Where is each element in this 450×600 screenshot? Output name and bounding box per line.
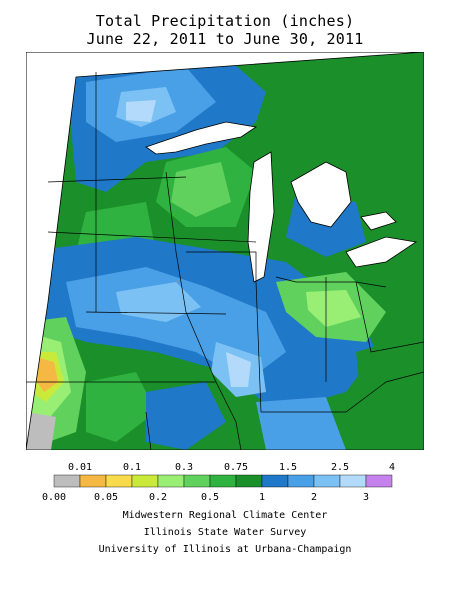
lake-superior xyxy=(145,121,258,155)
legend-upper-label: 0.3 xyxy=(175,462,193,473)
legend-swatch xyxy=(313,474,341,488)
legend-swatch xyxy=(131,474,159,488)
legend-upper-label: 2.5 xyxy=(331,462,349,473)
legend-lower-label: 3 xyxy=(363,492,369,502)
map-date-range: June 22, 2011 to June 30, 2011 xyxy=(86,30,364,48)
legend-lower-label: 2 xyxy=(311,492,317,502)
credit-isws: Illinois State Water Survey xyxy=(143,527,307,538)
legend-upper-label: 4 xyxy=(389,462,395,473)
legend-swatch xyxy=(209,474,237,488)
legend-swatch xyxy=(53,474,81,488)
lake-ontario xyxy=(360,211,397,231)
lake-huron xyxy=(290,161,352,228)
legend-upper-label: 0.01 xyxy=(68,462,92,473)
legend-swatch xyxy=(183,474,211,488)
legend-lower-label: 0.2 xyxy=(149,492,167,502)
legend-lower-label: 0.00 xyxy=(42,492,66,502)
legend-swatch xyxy=(287,474,315,488)
precipitation-map xyxy=(26,52,424,450)
great-lakes xyxy=(145,121,418,283)
color-legend: 0.010.10.30.751.52.540.000.050.20.51235 xyxy=(42,462,395,502)
lake-erie xyxy=(345,236,418,268)
map-title: Total Precipitation (inches) xyxy=(95,12,355,30)
legend-upper-label: 1.5 xyxy=(279,462,297,473)
legend-swatch xyxy=(261,474,289,488)
legend-swatch xyxy=(235,474,263,488)
legend-swatch xyxy=(365,474,393,488)
legend-swatch xyxy=(157,474,185,488)
legend-swatch xyxy=(339,474,367,488)
legend-swatch xyxy=(105,474,133,488)
credit-uiuc: University of Illinois at Urbana-Champai… xyxy=(98,544,352,555)
legend-lower-label: 0.05 xyxy=(94,492,118,502)
state-boundaries xyxy=(26,72,424,450)
credit-mrcc: Midwestern Regional Climate Center xyxy=(122,510,328,521)
legend-upper-label: 0.1 xyxy=(123,462,141,473)
legend-swatch xyxy=(79,474,107,488)
legend-upper-label: 0.75 xyxy=(224,462,248,473)
legend-lower-label: 1 xyxy=(259,492,265,502)
legend-lower-label: 0.5 xyxy=(201,492,219,502)
lake-michigan xyxy=(247,151,275,283)
